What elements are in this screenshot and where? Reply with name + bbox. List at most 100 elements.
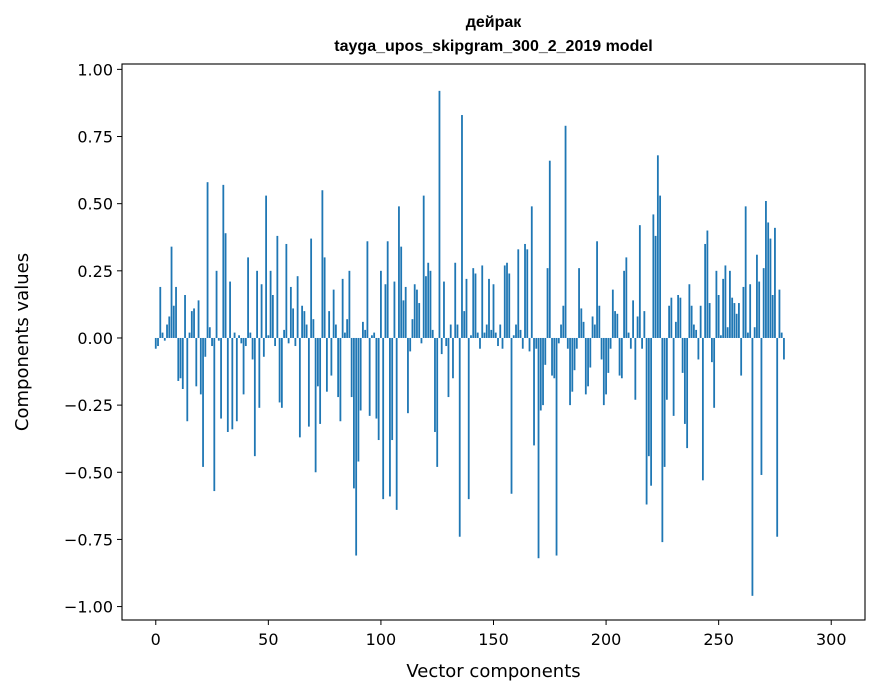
bar-182	[564, 125, 567, 338]
bar-111	[404, 286, 407, 338]
bar-63	[296, 276, 299, 338]
x-axis-ticks: 0 50 100 150 200 250 300	[151, 620, 847, 649]
bar-225	[661, 337, 664, 543]
bar-90	[357, 337, 360, 462]
bar-87	[350, 337, 353, 398]
bar-176	[551, 337, 553, 376]
bar-252	[722, 278, 725, 338]
bar-27	[215, 270, 218, 338]
bar-270	[762, 268, 765, 338]
bar-51	[269, 270, 272, 338]
y-tick-label: −0.50	[64, 463, 113, 482]
bar-3	[161, 332, 164, 338]
chart-title-line-2: tayga_upos_skipgram_300_2_2019 model	[334, 38, 652, 55]
bar-158	[510, 337, 513, 494]
bar-29	[220, 337, 222, 419]
bar-259	[738, 303, 740, 338]
bar-247	[711, 337, 713, 363]
bar-165	[526, 249, 529, 338]
bar-278	[780, 332, 783, 338]
bar-189	[580, 308, 583, 338]
bar-1	[157, 337, 159, 347]
bar-35	[233, 332, 236, 338]
bar-142	[474, 273, 477, 338]
bar-187	[575, 337, 578, 349]
bar-272	[767, 222, 770, 338]
bar-215	[638, 225, 641, 338]
bar-156	[506, 262, 508, 338]
bar-274	[771, 295, 774, 338]
bar-25	[211, 337, 213, 347]
bar-191	[584, 337, 587, 395]
bar-75	[323, 257, 326, 338]
bar-123	[431, 329, 434, 338]
bar-13	[184, 295, 186, 338]
bar-269	[760, 337, 763, 475]
bar-170	[537, 337, 540, 559]
bar-47	[260, 284, 263, 338]
bar-24	[208, 327, 211, 338]
bar-138	[465, 278, 468, 338]
bar-224	[659, 195, 662, 338]
bar-56	[280, 337, 283, 408]
bar-46	[258, 337, 261, 408]
bar-159	[512, 335, 515, 338]
bar-162	[519, 329, 522, 338]
bar-144	[479, 337, 481, 349]
bar-212	[632, 300, 634, 338]
bar-42	[249, 332, 252, 338]
bar-23	[206, 182, 209, 338]
bar-219	[647, 337, 650, 457]
bar-207	[620, 337, 623, 379]
bar-147	[485, 324, 488, 338]
bar-44	[253, 337, 256, 457]
bar-2	[159, 286, 162, 338]
bar-70	[312, 319, 315, 338]
bar-213	[634, 337, 637, 400]
bar-28	[217, 337, 220, 341]
bar-45	[256, 270, 258, 338]
bar-105	[391, 337, 394, 441]
bar-101	[382, 337, 385, 500]
bar-258	[735, 313, 738, 338]
bar-118	[420, 337, 423, 344]
y-tick-label: −1.00	[64, 598, 113, 617]
bar-17	[193, 308, 195, 338]
bar-136	[461, 115, 463, 338]
bar-135	[458, 337, 461, 537]
bar-161	[517, 249, 520, 338]
bar-84	[344, 332, 346, 338]
bar-243	[701, 337, 704, 481]
y-tick-label: 0.25	[77, 262, 113, 281]
y-tick-label: −0.25	[64, 396, 113, 415]
bar-10	[177, 337, 180, 381]
bar-86	[348, 270, 351, 338]
bar-222	[654, 235, 657, 338]
bar-166	[528, 337, 531, 352]
bar-264	[749, 284, 752, 338]
bar-126	[438, 90, 441, 338]
bar-180	[560, 324, 562, 338]
bar-140	[470, 335, 472, 338]
bar-108	[398, 206, 400, 338]
bar-240	[695, 329, 698, 338]
bar-77	[328, 311, 331, 338]
bar-226	[663, 337, 666, 467]
bar-79	[332, 289, 335, 338]
bar-148	[488, 278, 490, 338]
bar-239	[692, 324, 695, 338]
bar-97	[373, 332, 376, 338]
bar-218	[645, 337, 648, 505]
y-tick-label: 0.50	[77, 195, 113, 214]
bar-67	[305, 324, 308, 338]
bar-197	[598, 305, 601, 338]
bar-177	[553, 337, 556, 379]
bar-100	[380, 270, 382, 338]
bar-26	[213, 337, 216, 492]
bar-217	[643, 311, 646, 338]
bar-141	[472, 268, 475, 338]
bar-11	[179, 337, 182, 379]
bar-234	[681, 337, 684, 373]
bar-54	[276, 235, 279, 338]
bar-103	[386, 241, 389, 338]
